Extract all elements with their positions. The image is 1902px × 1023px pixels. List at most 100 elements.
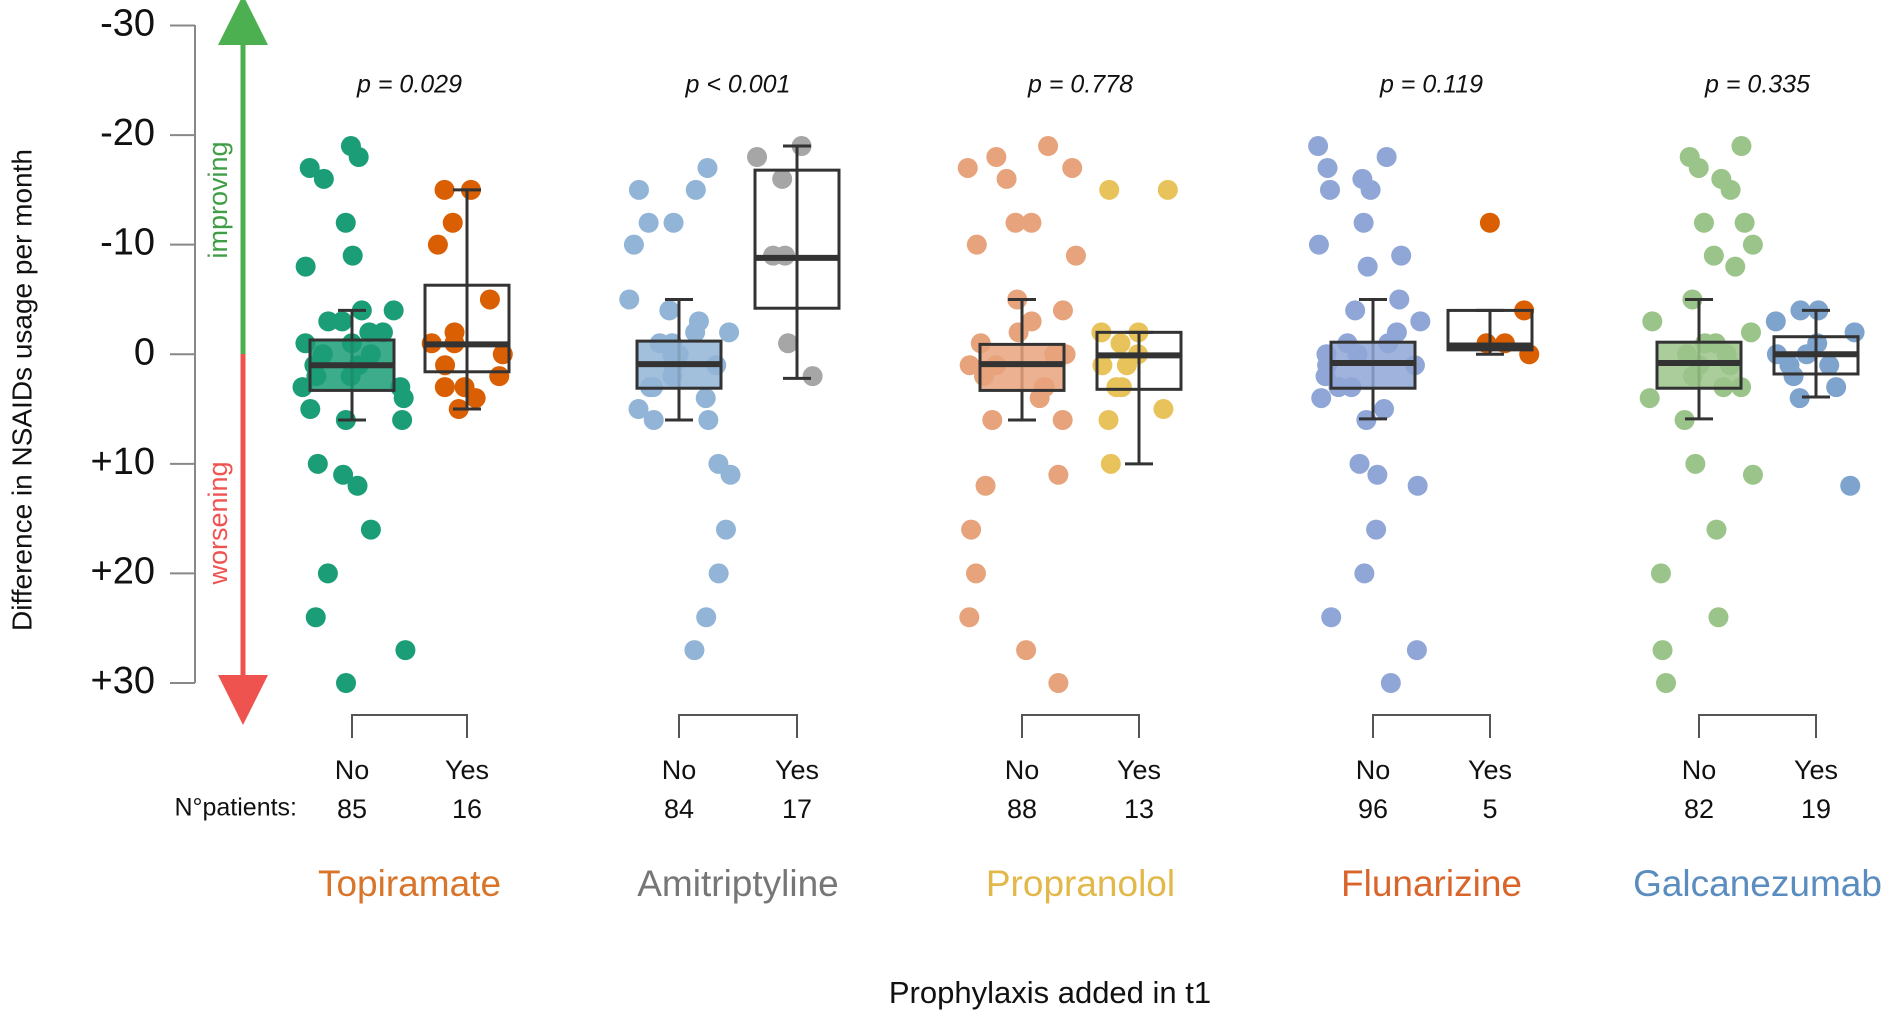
point: [1656, 673, 1677, 693]
point: [1052, 410, 1073, 430]
subgroup-label: Yes: [445, 755, 489, 785]
subgroup-label: No: [1356, 755, 1391, 785]
n-value: 5: [1482, 794, 1497, 824]
point: [434, 179, 455, 200]
point: [975, 475, 996, 496]
y-tick-label: 0: [134, 331, 155, 373]
point: [336, 673, 357, 693]
point: [307, 453, 328, 474]
subgroup-label: Yes: [1794, 755, 1838, 785]
point: [1029, 388, 1050, 409]
point: [1308, 136, 1329, 157]
subgroup-label: No: [335, 755, 370, 785]
point: [1380, 673, 1401, 693]
point: [1153, 399, 1174, 420]
point: [685, 179, 706, 200]
point: [619, 289, 640, 310]
point: [1376, 147, 1397, 167]
y-tick-label: +10: [91, 441, 155, 483]
box: [978, 342, 1066, 392]
drug-label: Flunarizine: [1341, 863, 1522, 904]
point: [696, 607, 717, 628]
point: [292, 377, 313, 398]
y-axis-title: Difference in NSAIDs usage per month: [6, 149, 37, 631]
subgroup-label: No: [1005, 755, 1040, 785]
point: [317, 563, 338, 584]
point: [1783, 366, 1804, 387]
point: [1357, 256, 1378, 277]
box: [423, 283, 511, 374]
point: [623, 234, 644, 255]
point: [1389, 289, 1410, 310]
point: [1685, 453, 1706, 474]
point: [720, 464, 741, 485]
point: [959, 355, 980, 376]
point: [1479, 212, 1500, 233]
box: [1446, 308, 1534, 352]
point: [1741, 322, 1762, 343]
point: [1688, 157, 1709, 178]
point: [360, 519, 381, 540]
point: [1652, 640, 1673, 661]
point: [996, 168, 1017, 189]
point: [1703, 245, 1724, 266]
point: [1789, 388, 1810, 409]
bracket: [1372, 714, 1491, 738]
point: [1099, 179, 1120, 200]
n-value: 13: [1124, 794, 1154, 824]
point: [1708, 607, 1729, 628]
point: [685, 322, 706, 343]
point: [1111, 377, 1132, 398]
bracket: [1698, 714, 1817, 738]
point: [697, 157, 718, 178]
point: [802, 366, 823, 387]
point: [434, 377, 455, 398]
point: [305, 607, 326, 628]
point: [395, 640, 416, 661]
point: [1110, 333, 1131, 354]
point: [1642, 311, 1663, 332]
point: [342, 245, 363, 266]
point: [1005, 212, 1026, 233]
point: [959, 607, 980, 628]
y-tick-label: +30: [91, 660, 155, 702]
box: [1095, 330, 1183, 391]
point: [1407, 475, 1428, 496]
point: [778, 333, 799, 354]
point: [1765, 311, 1786, 332]
n-value: 19: [1801, 794, 1831, 824]
point: [1021, 212, 1042, 233]
point: [393, 388, 414, 409]
worsening-label: worsening: [203, 461, 233, 585]
point: [719, 322, 740, 343]
point: [489, 366, 510, 387]
point: [1374, 399, 1395, 420]
p-value: p = 0.029: [356, 71, 462, 99]
p-value: p < 0.001: [685, 71, 791, 99]
bracket: [1021, 714, 1140, 738]
drug-label: Amitriptyline: [637, 863, 839, 904]
point: [313, 168, 334, 189]
point: [1731, 136, 1752, 157]
box: [753, 168, 841, 310]
point: [1406, 640, 1427, 661]
point: [300, 399, 321, 420]
n-value: 16: [452, 794, 482, 824]
point: [1819, 355, 1840, 376]
point: [1100, 453, 1121, 474]
point: [1674, 410, 1695, 430]
point: [1345, 300, 1366, 321]
point: [1321, 607, 1342, 628]
point: [1391, 245, 1412, 266]
point: [442, 212, 463, 233]
point: [772, 168, 793, 189]
point: [1308, 234, 1329, 255]
point: [383, 300, 404, 321]
subgroup-label: No: [662, 755, 697, 785]
n-value: 82: [1684, 794, 1714, 824]
point: [318, 311, 339, 332]
n-value: 85: [337, 794, 367, 824]
point: [698, 410, 719, 430]
subgroup-label: Yes: [1117, 755, 1161, 785]
point: [957, 157, 978, 178]
